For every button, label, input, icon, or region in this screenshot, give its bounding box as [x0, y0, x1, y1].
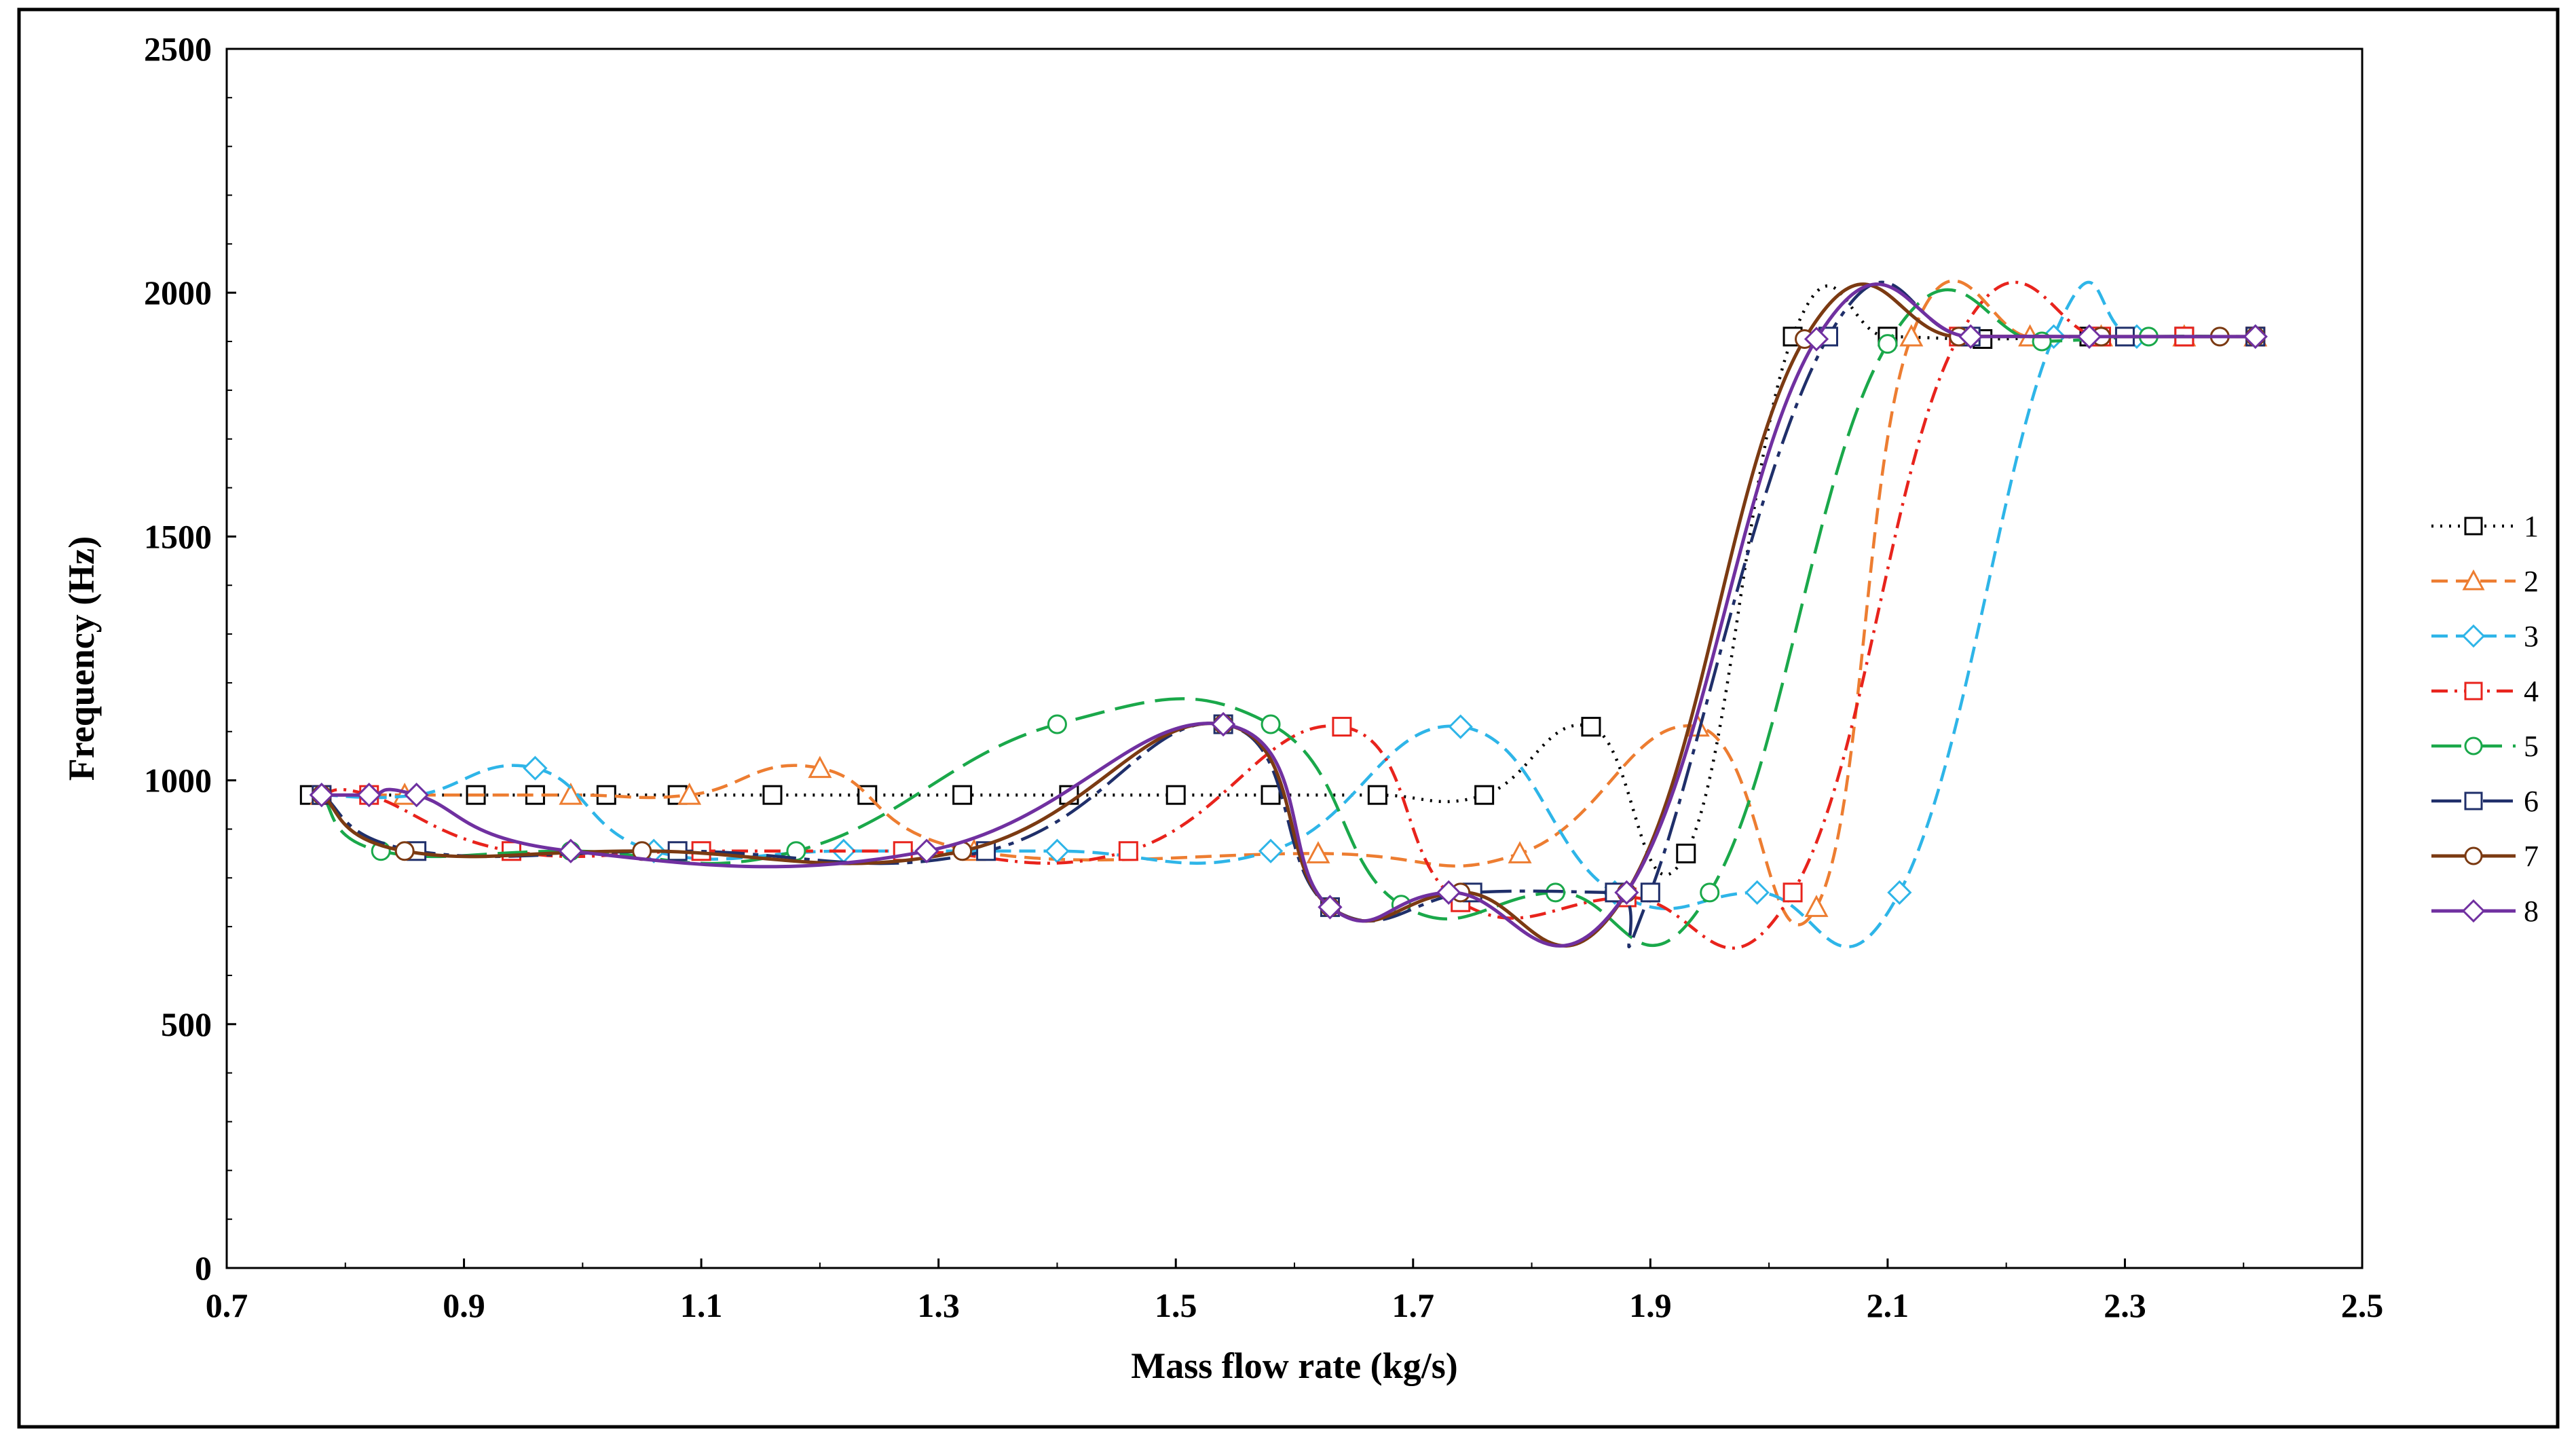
- series-8-point: [2076, 324, 2102, 349]
- legend-item-7: 7: [2431, 840, 2539, 873]
- y-axis-ticks: 0 500 1000 1500 2000 2500: [144, 30, 236, 1287]
- y-tick-label: 1500: [144, 517, 212, 555]
- series-4-point: [1782, 882, 1803, 903]
- x-tick-label: 2.1: [1867, 1286, 1909, 1324]
- legend-item-4: 4: [2431, 675, 2539, 708]
- y-tick-label: 1000: [144, 762, 212, 800]
- series-7-point: [394, 841, 415, 861]
- series-3-point: [1744, 880, 1770, 905]
- legend-label-2: 2: [2524, 565, 2539, 598]
- series-1-point: [952, 785, 973, 805]
- x-tick-label: 0.9: [443, 1286, 485, 1324]
- series-5-point: [1261, 714, 1281, 734]
- series-8-point: [1958, 324, 1983, 349]
- series-layer: [299, 279, 2268, 950]
- series-8-point: [1318, 895, 1343, 920]
- outer-frame: [17, 7, 2560, 1429]
- series-8-point: [309, 783, 334, 808]
- legend-label-7: 7: [2524, 840, 2539, 873]
- series-1-point: [1367, 785, 1387, 805]
- legend-label-4: 4: [2524, 675, 2539, 708]
- x-tick-label: 1.7: [1392, 1286, 1435, 1324]
- series-4-point: [1332, 717, 1352, 737]
- legend-marker-3: [2461, 624, 2486, 648]
- legend-marker-4: [2464, 682, 2483, 701]
- legend-label-8: 8: [2524, 895, 2539, 928]
- series-1-point: [1261, 785, 1281, 805]
- legend-item-5: 5: [2431, 730, 2539, 763]
- legend-label-1: 1: [2524, 510, 2539, 543]
- legend-item-6: 6: [2431, 785, 2539, 818]
- legend-marker-2: [2462, 569, 2485, 591]
- series-3-point: [1448, 714, 1473, 739]
- series-8-point: [2243, 324, 2268, 349]
- y-tick-label: 0: [195, 1249, 212, 1287]
- series-2-point: [1306, 841, 1330, 863]
- series-8: [309, 282, 2268, 948]
- series-line-8: [321, 282, 2256, 948]
- series-line-3: [321, 280, 2256, 949]
- x-tick-label: 1.5: [1155, 1286, 1197, 1324]
- series-5-point: [1878, 334, 1898, 354]
- series-2-point: [1899, 324, 1924, 347]
- series-2-point: [808, 755, 832, 779]
- x-tick-label: 2.5: [2341, 1286, 2384, 1324]
- series-2-point: [1508, 841, 1532, 863]
- y-tick-label: 2000: [144, 274, 212, 312]
- series-8-point: [404, 783, 429, 808]
- series-line-6: [320, 280, 2256, 949]
- legend-marker-5: [2464, 736, 2483, 755]
- series-8-point: [1211, 711, 1236, 737]
- x-axis-title: Mass flow rate (kg/s): [1131, 1345, 1457, 1386]
- series-2-point: [1804, 895, 1829, 917]
- series-3-point: [1887, 880, 1912, 905]
- x-tick-label: 2.3: [2104, 1286, 2146, 1324]
- series-8-point: [1804, 326, 1829, 352]
- series-8-point: [356, 783, 381, 808]
- series-5-point: [1700, 882, 1720, 903]
- x-axis-ticks: 0.7 0.9 1.1 1.3 1.5 1.7 1.9 2.1 2.3 2.5: [206, 1258, 2384, 1324]
- x-tick-label: 1.9: [1629, 1286, 1672, 1324]
- y-tick-label: 500: [161, 1005, 212, 1043]
- series-8-point: [558, 838, 583, 863]
- x-tick-label: 1.1: [680, 1286, 723, 1324]
- series-6-point: [1640, 882, 1660, 903]
- series-2-point: [559, 782, 583, 805]
- series-8-point: [1436, 880, 1461, 905]
- legend-marker-6: [2464, 791, 2483, 810]
- legend-label-6: 6: [2524, 785, 2539, 818]
- series-8-point: [1614, 880, 1639, 905]
- series-5-point: [1047, 714, 1067, 734]
- y-tick-label: 2500: [144, 30, 212, 68]
- x-tick-label: 0.7: [206, 1286, 248, 1324]
- series-3-point: [523, 755, 548, 781]
- legend-item-8: 8: [2431, 895, 2539, 928]
- series-4-point: [1118, 841, 1138, 861]
- series-line-2: [321, 279, 2256, 927]
- legend-marker-1: [2464, 517, 2483, 536]
- series-1-point: [1676, 843, 1696, 863]
- series-1-point: [1474, 785, 1495, 805]
- series-2-point: [677, 782, 702, 805]
- legend-label-5: 5: [2524, 730, 2539, 763]
- series-line-5: [320, 288, 2256, 948]
- series-3-point: [1258, 838, 1284, 863]
- x-tick-label: 1.3: [917, 1286, 960, 1324]
- series-1-point: [762, 785, 783, 805]
- legend-marker-7: [2464, 846, 2483, 865]
- legend-label-3: 3: [2524, 620, 2539, 653]
- series-1-point: [1165, 785, 1186, 805]
- series-1-point: [1581, 717, 1601, 737]
- legend-item-1: 1: [2431, 510, 2539, 543]
- series-8-point: [914, 838, 939, 863]
- legend: 1 2 3 4 5 6 7 8: [2431, 510, 2539, 928]
- y-axis-title: Frequency (Hz): [61, 536, 102, 781]
- legend-item-2: 2: [2431, 565, 2539, 598]
- legend-item-3: 3: [2431, 620, 2539, 653]
- legend-marker-8: [2461, 899, 2486, 923]
